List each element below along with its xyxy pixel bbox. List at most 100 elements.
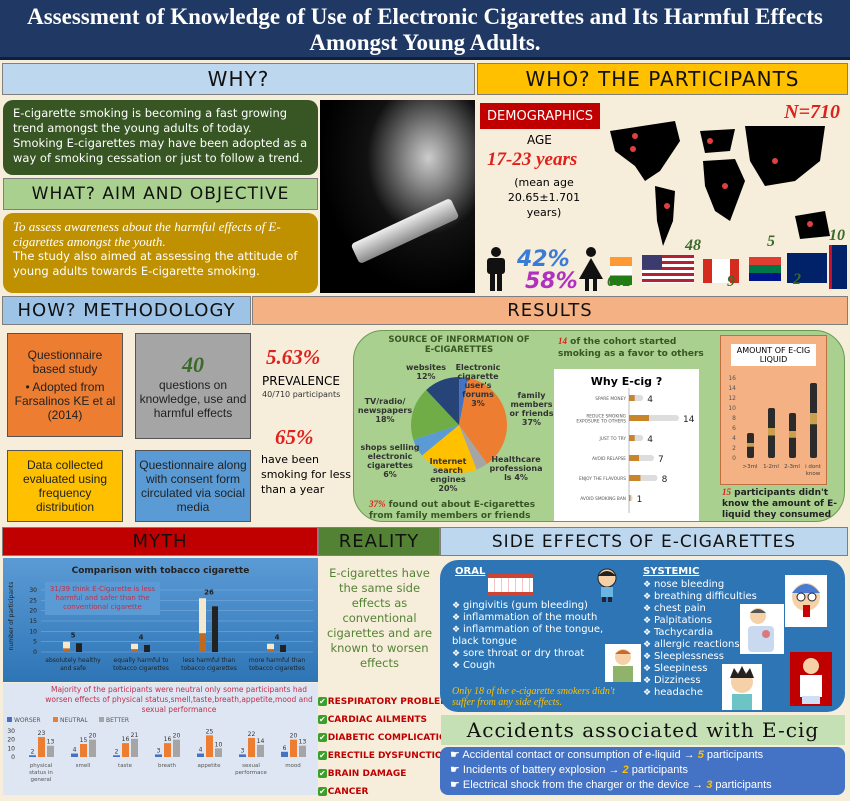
accident-item: ☛ Accidental contact or consumption of e…	[450, 749, 764, 761]
effects-bar	[89, 739, 96, 757]
pie-slice	[426, 377, 460, 425]
effects-bar	[131, 738, 138, 757]
how-header: HOW? METHODOLOGY	[2, 296, 251, 325]
effects-bar	[122, 743, 129, 757]
why-chart: Why E-cig ? SPARE MONEY 4 REDUCE SMOKING EX…	[554, 369, 699, 521]
method-questions-box: 40 questions on knowledge, use and harmf…	[135, 333, 251, 439]
effects-bar	[206, 735, 213, 757]
pie-label-forums: Electronic cigarette user's forums 3%	[455, 363, 501, 408]
y-tick-label: 12	[728, 395, 736, 402]
why-bar-fill	[629, 455, 639, 461]
effects-bar	[80, 744, 87, 757]
effects-value-label: 4	[199, 747, 203, 754]
comparison-bar-dark	[212, 606, 218, 652]
age-label: AGE	[527, 133, 552, 147]
oral-effect-item: sore throat or dry throat	[452, 648, 604, 660]
accident-item: ☛ Electrical shock from the charger or t…	[450, 779, 772, 791]
y-axis-label: number of participants	[8, 582, 15, 651]
effects-value-label: 3	[157, 747, 161, 754]
y-tick-label: 30	[29, 587, 37, 594]
effects-bar	[248, 737, 255, 757]
y-tick-label: 0	[732, 455, 736, 462]
effects-bar	[164, 743, 171, 757]
amount-bar-band	[747, 443, 754, 447]
flag-south-africa	[749, 257, 781, 281]
effects-bar	[299, 745, 306, 757]
effects-bar	[113, 755, 120, 757]
reality-item: ✔ RESPIRATORY PROBLEMS	[318, 697, 456, 707]
comparison-chart: Comparison with tobacco cigarette number…	[3, 558, 318, 682]
method-questionnaire-text: Questionnaire based study	[27, 348, 103, 376]
effects-value-label: 14	[257, 738, 265, 745]
effects-value-label: 3	[241, 747, 245, 754]
objective-text: The study also aimed at assessing the at…	[13, 249, 298, 278]
effects-bar	[290, 739, 297, 757]
flag-canada	[703, 259, 739, 283]
systemic-effect-item: breathing difficulties	[643, 591, 768, 603]
comparison-bar-band	[131, 649, 138, 652]
comparison-bar-band	[63, 648, 70, 652]
objective-box: To assess awareness about the harmful ef…	[3, 213, 318, 293]
why-category-label: ENJOY THE FLAVOURS	[579, 476, 626, 482]
effects-value-label: 21	[131, 732, 139, 739]
results-header: RESULTS	[252, 296, 848, 325]
systemic-effect-item: chest pain	[643, 603, 768, 615]
teeth-image	[488, 574, 533, 596]
check-icon: ✔	[318, 697, 327, 706]
side-effects-box: ORAL gingivitis (gum bleeding)inflammati…	[440, 560, 845, 712]
method-questionnaire-box: Questionnaire based study • Adopted from…	[7, 333, 123, 437]
count-australia: 2	[793, 271, 801, 288]
effects-value-label: 10	[215, 741, 223, 748]
y-tick-label: 10	[728, 405, 736, 412]
amount-chart-title: AMOUNT OF E-CIG LIQUID	[731, 344, 816, 366]
effects-bar	[29, 755, 36, 757]
systemic-effect-item: Sleepiness	[643, 663, 768, 675]
comparison-value-label: 26	[204, 588, 214, 596]
chest-pain-figure	[740, 604, 784, 654]
headache-image	[722, 664, 762, 710]
effects-title: Majority of the participants were neutra…	[45, 685, 313, 714]
comparison-bar-dark	[76, 643, 82, 652]
comparison-bar-band	[267, 649, 274, 652]
systemic-effect-item: allergic reactions	[643, 639, 768, 651]
effects-bar	[257, 744, 264, 757]
pie-slice	[459, 377, 469, 425]
oral-effect-item: gingivitis (gum bleeding)	[452, 600, 604, 612]
why-box: E-cigarette smoking is becoming a fast g…	[3, 100, 318, 175]
female-percentage: 58%	[525, 269, 578, 294]
effects-bar	[155, 754, 162, 757]
question-text: questions on knowledge, use and harmful …	[139, 378, 247, 420]
x-category-label: 2-3ml	[784, 464, 800, 470]
effects-bar	[197, 753, 204, 757]
x-category-label: 1-2ml	[763, 464, 779, 470]
why-bar-fill	[629, 415, 649, 421]
comparison-category-label: more harmful than tobacco cigarettes	[249, 657, 305, 672]
why-value-label: 1	[637, 495, 643, 505]
poster-title: Assessment of Knowledge of Use of Electr…	[0, 0, 850, 60]
comparison-bar	[267, 643, 274, 652]
comparison-title: Comparison with tobacco cigarette	[71, 566, 250, 576]
why-chart-svg: SPARE MONEY 4 REDUCE SMOKING EXPOSURE TO OT…	[576, 388, 695, 513]
amount-chart-svg: 0 2 4 6 8 10 12 14 16 >3ml 1-2ml 2-3ml i dont know	[728, 375, 822, 477]
legend-swatch	[7, 717, 12, 722]
x-category-label: i dont know	[805, 464, 822, 477]
oral-list: gingivitis (gum bleeding)inflammation of…	[452, 600, 604, 672]
why-category-label: AVOID SMOKING BAN	[580, 496, 626, 502]
effects-category-label: smell	[76, 763, 91, 769]
effects-value-label: 25	[206, 728, 214, 735]
method-source-text: • Adopted from Farsalinos KE et al (2014…	[14, 380, 116, 422]
oral-title: ORAL	[455, 566, 486, 577]
reality-list: ✔ RESPIRATORY PROBLEMS ✔ CARDIAC AILMENTS ✔ D…	[318, 693, 461, 801]
why-chart-title: Why E-cig ?	[590, 375, 663, 388]
effects-bar	[38, 737, 45, 757]
count-canada: 9	[727, 273, 735, 290]
reality-header: REALITY	[318, 527, 440, 556]
comparison-bar-dark	[280, 644, 286, 652]
pie-note: 37% found out about E-cigarettes from fa…	[369, 499, 536, 521]
effects-bar	[281, 751, 288, 757]
pointing-hand-icon: ☛	[450, 749, 463, 761]
reality-item: ✔ CARDIAC AILMENTS	[318, 715, 428, 725]
why-bar-fill	[629, 495, 631, 501]
y-tick-label: 25	[29, 597, 37, 604]
why-value-label: 4	[647, 435, 653, 445]
